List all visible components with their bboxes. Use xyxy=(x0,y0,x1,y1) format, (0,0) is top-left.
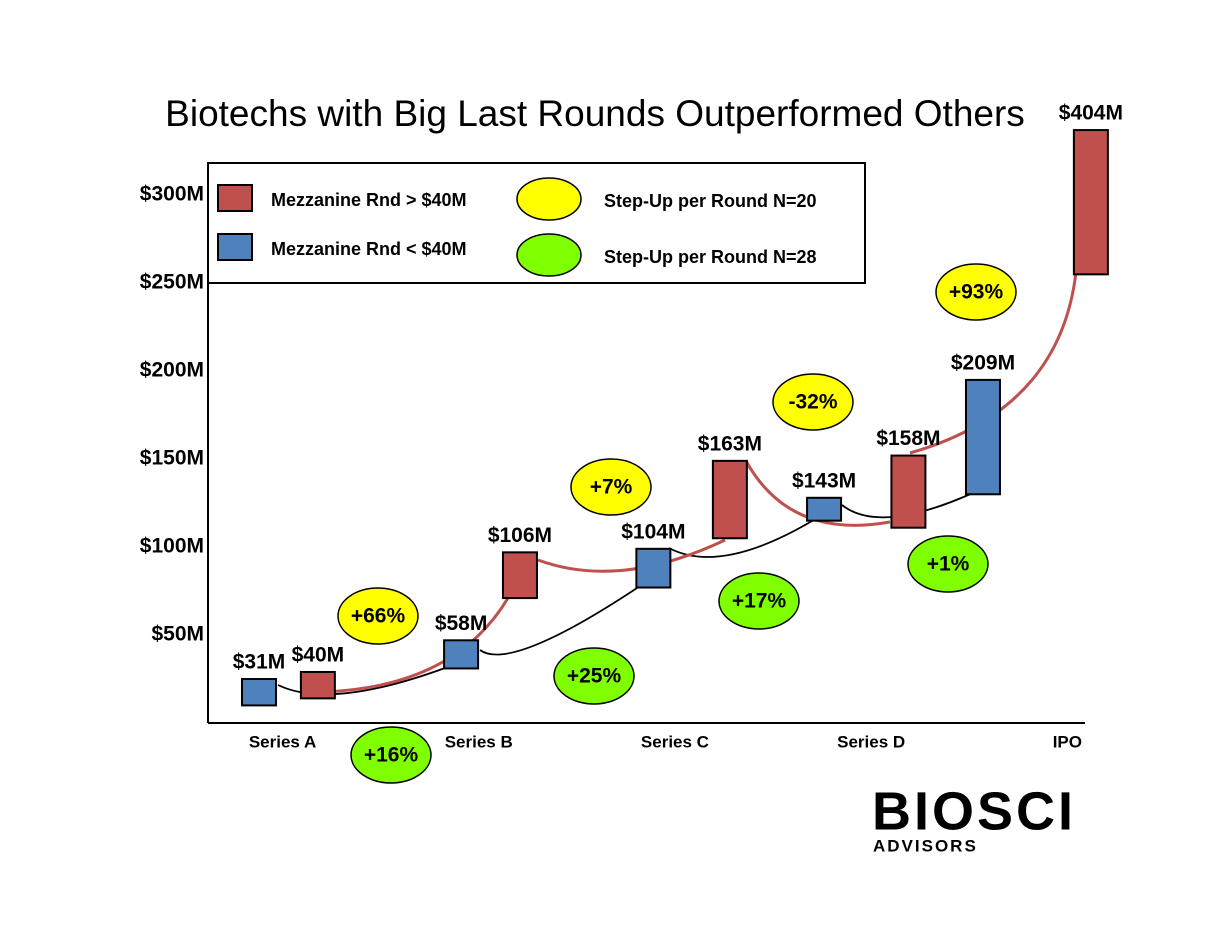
step-up-bubble xyxy=(772,373,854,431)
y-tick-label: $100M xyxy=(140,535,204,558)
legend-label: Mezzanine Rnd > $40M xyxy=(271,190,467,210)
connectors xyxy=(277,271,1078,696)
legend-bubble xyxy=(516,177,582,221)
value-label: $143M xyxy=(792,469,856,492)
x-tick-label: IPO xyxy=(1053,732,1082,751)
step-up-label: +1% xyxy=(927,553,970,576)
value-label: $104M xyxy=(621,520,685,543)
chart-title: Biotechs with Big Last Rounds Outperform… xyxy=(165,93,1025,134)
x-tick-label: Series B xyxy=(445,732,513,751)
box xyxy=(299,670,336,700)
value-label: $31M xyxy=(233,651,286,674)
box xyxy=(711,459,748,540)
step-up-bubble xyxy=(570,458,652,516)
x-tick-label: Series A xyxy=(249,732,316,751)
value-label: $106M xyxy=(488,524,552,547)
y-tick-label: $150M xyxy=(140,447,204,470)
box xyxy=(501,551,538,600)
box xyxy=(241,678,278,707)
step-up-label: +17% xyxy=(732,590,787,613)
value-label: $209M xyxy=(951,351,1015,374)
connector xyxy=(277,491,976,696)
y-tick-label: $250M xyxy=(140,271,204,294)
step-up-label: -32% xyxy=(788,391,837,414)
legend-bubble xyxy=(516,233,582,277)
box xyxy=(443,639,480,670)
legend-label: Mezzanine Rnd < $40M xyxy=(271,239,467,259)
step-up-bubble xyxy=(553,647,635,705)
step-up-bubble xyxy=(337,587,419,645)
box xyxy=(1072,129,1109,276)
connector xyxy=(299,271,1078,694)
step-up-label: +16% xyxy=(364,744,419,767)
value-label: $40M xyxy=(292,644,345,667)
box xyxy=(635,547,672,589)
x-tick-label: Series C xyxy=(641,732,709,751)
step-up-bubble xyxy=(907,535,989,593)
logo-tagline: ADVISORS xyxy=(873,836,978,855)
step-up-label: +93% xyxy=(949,281,1004,304)
box xyxy=(890,454,927,529)
legend-swatch xyxy=(217,233,253,261)
logo-name: BIOSCI xyxy=(872,781,1076,841)
legend-label: Step-Up per Round N=20 xyxy=(604,191,817,211)
y-tick-label: $300M xyxy=(140,183,204,206)
value-label: $158M xyxy=(876,427,940,450)
legend-label: Step-Up per Round N=28 xyxy=(604,247,817,267)
box xyxy=(964,378,1001,496)
legend-swatch xyxy=(217,184,253,212)
step-up-bubble xyxy=(350,726,432,784)
step-up-bubble xyxy=(935,263,1017,321)
step-up-label: +7% xyxy=(590,476,633,499)
value-label: $163M xyxy=(698,432,762,455)
x-tick-label: Series D xyxy=(837,732,905,751)
step-up-label: +66% xyxy=(351,605,406,628)
y-tick-label: $200M xyxy=(140,359,204,382)
step-up-label: +25% xyxy=(567,665,622,688)
value-label: $404M xyxy=(1059,102,1123,125)
value-label: $58M xyxy=(435,612,488,635)
y-tick-label: $50M xyxy=(151,623,204,646)
step-up-bubble xyxy=(718,572,800,630)
box xyxy=(806,496,843,522)
